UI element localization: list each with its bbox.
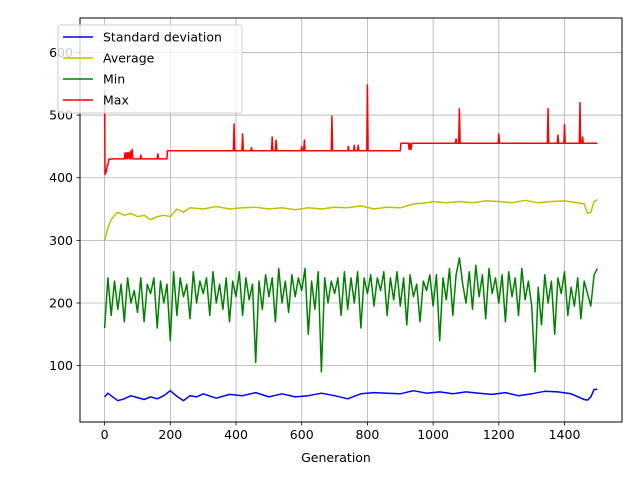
- legend-label-average: Average: [103, 51, 155, 66]
- series-layer: [103, 84, 599, 402]
- x-tick-label: 400: [224, 427, 248, 442]
- legend: Standard deviation Average Min Max: [57, 24, 243, 114]
- y-tick-label: 400: [49, 170, 73, 185]
- x-tick-label: 1000: [417, 427, 449, 442]
- x-tick-label: 1200: [483, 427, 515, 442]
- plot-frame: [79, 17, 623, 423]
- x-tick-label: 200: [158, 427, 182, 442]
- x-axis-title: Generation: [301, 450, 371, 465]
- x-tick-label: 0: [101, 427, 109, 442]
- y-tick-label: 300: [49, 233, 73, 248]
- legend-label-standard-deviation: Standard deviation: [103, 30, 222, 45]
- y-tick-label: 200: [49, 295, 73, 310]
- y-tick-label: 100: [49, 358, 73, 373]
- axis-ticks: 0 200 400 600 800 1000 1200 1400100200300400500…: [49, 45, 580, 442]
- series-line-average: [103, 198, 598, 241]
- series-line-standard-deviation: [104, 388, 598, 402]
- series-line-max: [103, 84, 598, 176]
- legend-label-min: Min: [103, 72, 125, 87]
- x-tick-label: 800: [355, 427, 379, 442]
- legend-label-max: Max: [103, 93, 129, 108]
- x-tick-label: 1400: [549, 427, 581, 442]
- series-line-min: [103, 257, 599, 373]
- legend-box: [57, 24, 243, 114]
- x-tick-label: 600: [290, 427, 314, 442]
